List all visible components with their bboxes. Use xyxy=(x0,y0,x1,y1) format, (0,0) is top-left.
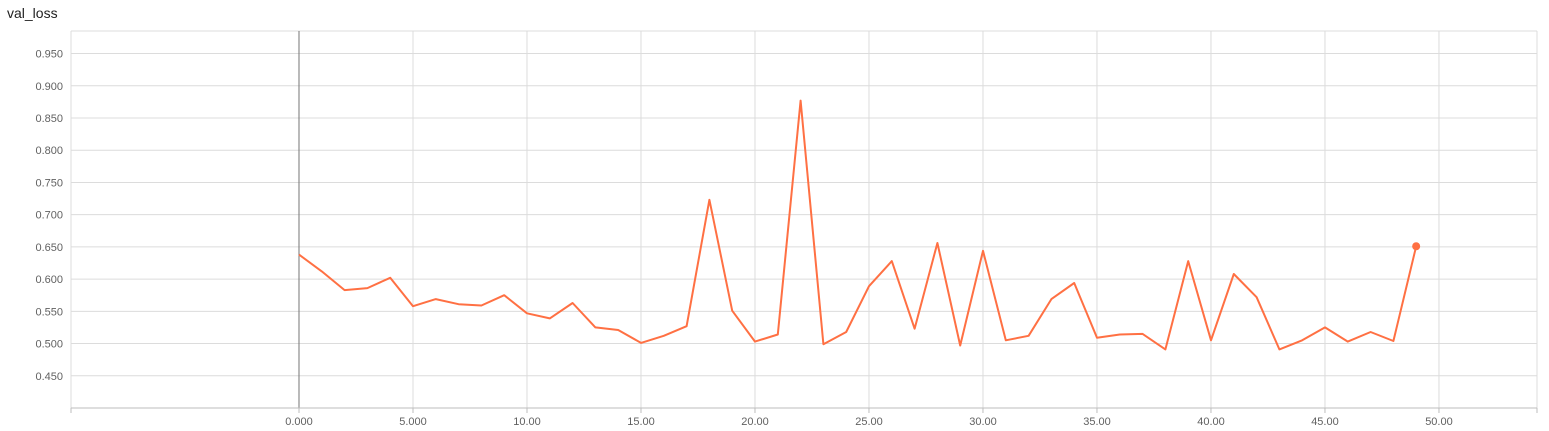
data-point xyxy=(1141,332,1145,336)
grid xyxy=(70,30,1538,408)
data-point xyxy=(867,284,871,288)
series-layer xyxy=(297,99,1421,351)
y-tick-label: 0.650 xyxy=(35,242,63,254)
data-point xyxy=(297,253,301,257)
data-point xyxy=(707,198,711,202)
data-point xyxy=(1186,259,1190,263)
data-point xyxy=(1300,338,1304,342)
x-tick-label: 5.000 xyxy=(399,416,427,428)
y-tick-label: 0.500 xyxy=(35,339,63,351)
data-point xyxy=(411,304,415,308)
data-point xyxy=(479,304,483,308)
y-tick-label: 0.450 xyxy=(35,371,63,383)
data-point xyxy=(1255,295,1259,299)
data-point xyxy=(1004,338,1008,342)
x-tick-label: 25.00 xyxy=(855,416,883,428)
data-point xyxy=(776,333,780,337)
data-point xyxy=(1346,340,1350,344)
y-tick-label: 0.900 xyxy=(35,81,63,93)
data-point xyxy=(662,334,666,338)
data-point xyxy=(1323,325,1327,329)
y-tick-label: 0.600 xyxy=(35,274,63,286)
data-point xyxy=(1232,272,1236,276)
data-point xyxy=(844,330,848,334)
data-point xyxy=(1049,297,1053,301)
data-point xyxy=(365,286,369,290)
data-point xyxy=(958,343,962,347)
data-point xyxy=(799,99,803,103)
chart-title: val_loss xyxy=(7,5,58,21)
x-tick-label: 10.00 xyxy=(513,416,541,428)
data-point xyxy=(1209,338,1213,342)
last-point-marker xyxy=(1412,242,1421,251)
y-tick-label: 0.800 xyxy=(35,145,63,157)
data-point xyxy=(571,301,575,305)
x-tick-label: 35.00 xyxy=(1083,416,1111,428)
x-tick-label: 40.00 xyxy=(1197,416,1225,428)
data-point xyxy=(502,293,506,297)
data-point xyxy=(913,327,917,331)
series-line xyxy=(298,99,1418,351)
data-point xyxy=(639,341,643,345)
data-point xyxy=(1118,333,1122,337)
x-tick-label: 30.00 xyxy=(969,416,997,428)
data-point xyxy=(685,324,689,328)
data-point xyxy=(616,328,620,332)
data-point xyxy=(890,259,894,263)
data-point xyxy=(1027,334,1031,338)
data-point xyxy=(593,325,597,329)
data-point xyxy=(457,302,461,306)
data-point xyxy=(525,311,529,315)
y-tick-label: 0.700 xyxy=(35,210,63,222)
data-point xyxy=(935,241,939,245)
data-point xyxy=(548,316,552,320)
y-tick-label: 0.550 xyxy=(35,306,63,318)
x-tick-label: 45.00 xyxy=(1311,416,1339,428)
data-point xyxy=(1095,336,1099,340)
data-point xyxy=(981,249,985,253)
tick-labels: 0.450 0.500 0.550 0.600 0.650 0.700 0.750 0.800… xyxy=(35,49,1452,428)
data-point xyxy=(1163,347,1167,351)
data-point xyxy=(434,297,438,301)
data-point xyxy=(821,342,825,346)
data-point xyxy=(1391,339,1395,343)
data-point xyxy=(343,288,347,292)
data-point xyxy=(753,340,757,344)
y-tick-label: 0.850 xyxy=(35,113,63,125)
axes xyxy=(70,407,1538,413)
data-point xyxy=(1277,347,1281,351)
data-point xyxy=(388,276,392,280)
data-point xyxy=(1369,330,1373,334)
x-tick-label: 15.00 xyxy=(627,416,655,428)
x-tick-label: 0.000 xyxy=(285,416,313,428)
y-tick-label: 0.750 xyxy=(35,177,63,189)
y-tick-label: 0.950 xyxy=(35,49,63,61)
data-point xyxy=(1072,281,1076,285)
x-tick-label: 50.00 xyxy=(1425,416,1453,428)
data-point xyxy=(320,269,324,273)
x-tick-label: 20.00 xyxy=(741,416,769,428)
data-point xyxy=(730,309,734,313)
